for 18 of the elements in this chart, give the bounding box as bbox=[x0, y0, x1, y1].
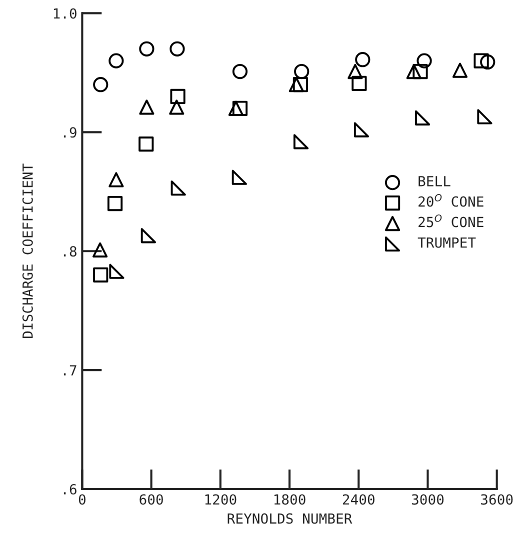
y-axis-title: DISCHARGE COEFFICIENT bbox=[22, 164, 33, 338]
legend-label: 20$^{O}$ CONE bbox=[418, 194, 484, 207]
x-tick-label: 3000 bbox=[412, 494, 444, 505]
legend-label: 25$^{O}$ CONE bbox=[418, 214, 484, 228]
x-tick-label: 0 bbox=[78, 494, 86, 505]
y-tick-label: .8 bbox=[64, 246, 76, 257]
y-tick-label: .7 bbox=[64, 365, 76, 376]
x-tick-label: 2400 bbox=[342, 494, 374, 505]
x-tick-label: 600 bbox=[140, 494, 163, 505]
y-tick-label: .9 bbox=[64, 127, 76, 138]
legend-label: BELL bbox=[418, 176, 450, 186]
x-axis-title: REYNOLDS NUMBER bbox=[228, 513, 352, 524]
y-tick-label: .6 bbox=[64, 484, 76, 495]
y-tick-label: 1.0 bbox=[54, 8, 76, 19]
legend-label: TRUMPET bbox=[418, 237, 476, 248]
x-tick-label: 3600 bbox=[481, 494, 513, 505]
x-tick-label: 1200 bbox=[205, 494, 236, 505]
x-tick-label: 1800 bbox=[274, 494, 306, 505]
